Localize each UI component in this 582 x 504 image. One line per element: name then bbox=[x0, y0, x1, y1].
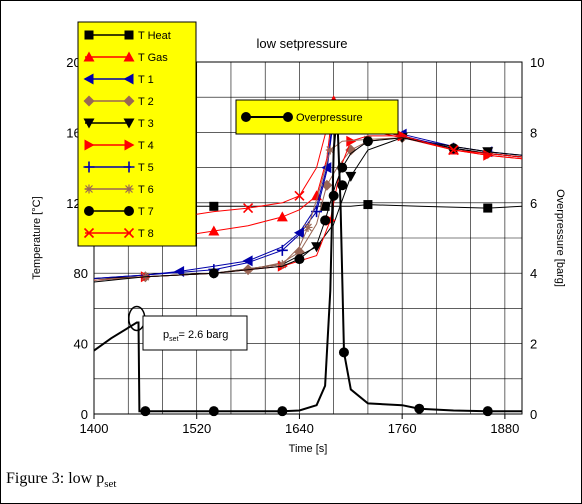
y-tick-label-left: 40 bbox=[74, 337, 88, 352]
data-point-t-gas bbox=[208, 225, 220, 236]
data-point-t-1 bbox=[174, 265, 185, 277]
data-point-overpressure bbox=[208, 406, 219, 417]
data-point-overpressure bbox=[277, 406, 288, 417]
legend-box bbox=[77, 21, 197, 247]
data-point-overpressure bbox=[140, 406, 151, 417]
legend-label-t-gas: T Gas bbox=[138, 52, 168, 64]
series-line-t-1 bbox=[93, 110, 523, 279]
data-point-overpressure bbox=[482, 406, 493, 417]
legend-marker-t-4 bbox=[84, 139, 95, 151]
data-point-t-heat bbox=[483, 203, 493, 213]
legend-marker-overpressure bbox=[241, 112, 251, 122]
legend-marker-t-5 bbox=[83, 161, 95, 173]
legend-label-t-heat: T Heat bbox=[138, 30, 171, 42]
legend-marker-t-1 bbox=[123, 73, 134, 85]
y-axis-label-left: Temperature [°C] bbox=[31, 196, 43, 279]
legend-label-t-6: T 6 bbox=[138, 184, 154, 196]
data-point-t-6 bbox=[303, 222, 313, 232]
data-point-t-7 bbox=[362, 136, 373, 147]
y-tick-label-right: 4 bbox=[530, 266, 537, 281]
data-point-t-heat bbox=[320, 201, 330, 211]
data-point-t-heat bbox=[209, 201, 219, 211]
data-point-overpressure bbox=[414, 403, 425, 414]
pset-annotation-text: pset= 2.6 barg bbox=[163, 329, 228, 343]
legend-marker-t-2 bbox=[123, 95, 135, 107]
y-tick-label-left: 80 bbox=[74, 266, 88, 281]
legend-marker-t-4 bbox=[124, 139, 135, 151]
x-axis-label: Time [s] bbox=[289, 443, 328, 455]
x-tick-label: 1400 bbox=[80, 421, 109, 436]
figure-caption: Figure 3: low pset bbox=[6, 470, 116, 490]
series-line-t-gas bbox=[94, 98, 523, 239]
data-point-overpressure bbox=[338, 347, 349, 358]
legend-marker-t-7 bbox=[124, 206, 134, 216]
legend-marker-t-8 bbox=[83, 227, 95, 239]
x-tick-label: 1640 bbox=[285, 421, 314, 436]
legend-label-t-3: T 3 bbox=[138, 118, 154, 130]
legend-marker-t-heat bbox=[84, 30, 94, 40]
series-line-overpressure bbox=[93, 111, 522, 413]
chart-title: low setpressure bbox=[256, 36, 347, 51]
data-point-overpressure bbox=[337, 180, 348, 191]
legend-label-t-8: T 8 bbox=[138, 228, 154, 240]
legend-marker-t-6 bbox=[84, 184, 94, 194]
legend-label-overpressure: Overpressure bbox=[296, 112, 363, 124]
pset-annotation-box bbox=[142, 315, 248, 351]
data-point-t-8 bbox=[294, 190, 305, 201]
legend-marker-t-3 bbox=[83, 118, 95, 129]
data-point-t-heat bbox=[363, 200, 373, 210]
data-point-t-7 bbox=[294, 254, 305, 265]
legend-label-t-7: T 7 bbox=[138, 206, 154, 218]
y-tick-label-right: 6 bbox=[530, 196, 537, 211]
series-line-t-5 bbox=[93, 117, 523, 279]
data-point-t-1 bbox=[321, 162, 332, 174]
legend-marker-t-2 bbox=[83, 95, 95, 107]
data-point-t-1 bbox=[242, 255, 253, 267]
y-tick-label-right: 10 bbox=[530, 55, 544, 70]
data-point-t-6 bbox=[277, 259, 287, 269]
legend-marker-t-8 bbox=[123, 227, 135, 239]
legend-marker-t-6 bbox=[124, 184, 134, 194]
data-point-t-7 bbox=[208, 268, 219, 279]
legend-marker-t-gas bbox=[123, 51, 135, 62]
y-tick-label-right: 0 bbox=[530, 407, 537, 422]
legend-marker-t-1 bbox=[83, 73, 94, 85]
x-tick-label: 1520 bbox=[182, 421, 211, 436]
y-tick-label-right: 8 bbox=[530, 125, 537, 140]
data-point-t-3 bbox=[311, 242, 323, 253]
legend-marker-t-3 bbox=[123, 118, 135, 129]
y-axis-label-right: Overpressure [barg] bbox=[554, 189, 566, 287]
data-point-t-6 bbox=[325, 145, 335, 155]
x-tick-label: 1760 bbox=[388, 421, 417, 436]
legend-marker-t-heat bbox=[124, 30, 134, 40]
legend-marker-t-gas bbox=[83, 51, 95, 62]
data-point-t-gas bbox=[276, 211, 288, 222]
y-tick-label-left: 0 bbox=[81, 407, 88, 422]
data-point-t-4 bbox=[346, 135, 357, 147]
data-point-t-1 bbox=[293, 227, 304, 239]
y-tick-label-right: 2 bbox=[530, 337, 537, 352]
data-point-t-4 bbox=[483, 149, 494, 161]
legend-label-t-4: T 4 bbox=[138, 140, 154, 152]
legend-label-t-2: T 2 bbox=[138, 96, 154, 108]
legend-label-t-1: T 1 bbox=[138, 74, 154, 86]
x-tick-label: 1880 bbox=[490, 421, 519, 436]
data-point-t-5 bbox=[276, 244, 288, 256]
data-point-t-8 bbox=[448, 144, 459, 156]
data-point-t-8 bbox=[243, 203, 254, 214]
data-point-t-3 bbox=[345, 171, 357, 182]
data-point-t-7 bbox=[320, 215, 331, 226]
caption-subscript: set bbox=[104, 478, 117, 491]
legend-marker-t-7 bbox=[84, 206, 94, 216]
legend-label-t-5: T 5 bbox=[138, 162, 154, 174]
legend-marker-overpressure bbox=[283, 112, 293, 122]
data-point-overpressure bbox=[328, 190, 339, 201]
series-line-t-7 bbox=[93, 137, 523, 283]
caption-text: Figure 3: low p bbox=[6, 470, 105, 487]
data-point-t-7 bbox=[448, 143, 459, 154]
legend-marker-t-5 bbox=[123, 161, 135, 173]
